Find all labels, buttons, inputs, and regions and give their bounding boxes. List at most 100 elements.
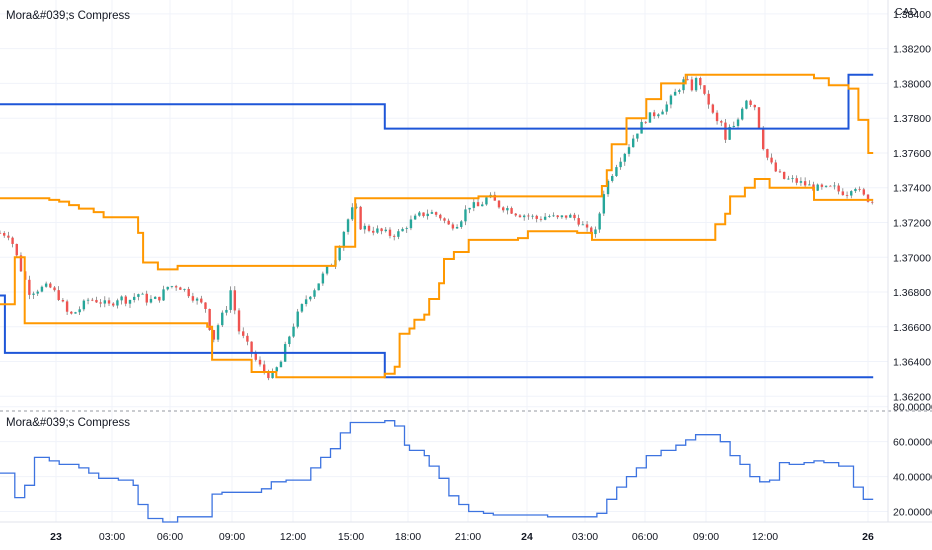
candle-down: [15, 243, 18, 256]
candle-down: [179, 287, 182, 290]
candle-up: [292, 326, 295, 337]
candle-up: [279, 361, 283, 368]
candle-down: [65, 301, 69, 312]
candle-down: [585, 224, 589, 228]
candle-up: [594, 229, 597, 235]
candle-down: [91, 299, 94, 301]
osc-y-tick-label: 60.00000: [893, 437, 932, 449]
candle-down: [191, 296, 195, 301]
x-tick-label: 18:00: [395, 531, 421, 543]
x-tick-label: 21:00: [455, 531, 481, 543]
candle-up: [342, 231, 346, 248]
candle-down: [862, 189, 866, 195]
candle-up: [216, 325, 220, 340]
candle-down: [795, 178, 798, 183]
candle-up: [221, 312, 224, 326]
y-tick-label: 1.36400: [893, 357, 931, 369]
candle-down: [158, 296, 161, 301]
candle-up: [799, 181, 803, 183]
candle-up: [460, 221, 463, 227]
candle-down: [556, 215, 559, 218]
candle-down: [724, 122, 727, 140]
candle-down: [28, 279, 31, 295]
candle-down: [11, 237, 14, 244]
candle-up: [694, 77, 698, 91]
candle-up: [288, 336, 291, 345]
candle-up: [569, 214, 572, 218]
x-tick-label: 12:00: [752, 531, 778, 543]
candle-up: [506, 208, 509, 211]
candle-up: [611, 175, 614, 181]
candle-down: [267, 371, 270, 379]
compress-oscillator-line: [0, 420, 874, 523]
candle-down: [577, 218, 580, 225]
candle-up: [405, 228, 408, 229]
candle-down: [858, 188, 861, 190]
candle-up: [384, 229, 387, 232]
candle-down: [707, 93, 710, 105]
candle-up: [351, 207, 354, 220]
candle-down: [753, 104, 756, 108]
candle-down: [204, 302, 207, 309]
candle-up: [854, 188, 857, 192]
candle-up: [455, 226, 459, 229]
candle-down: [57, 290, 60, 300]
candle-down: [19, 255, 23, 272]
candle-up: [137, 294, 140, 297]
x-tick-label: 09:00: [693, 531, 719, 543]
candle-up: [745, 100, 748, 109]
grid-layer: [0, 0, 932, 523]
candle-down: [782, 171, 786, 179]
candle-up: [850, 191, 853, 196]
candle-up: [631, 138, 635, 148]
candle-up: [86, 299, 90, 301]
candle-layer: [0, 75, 874, 381]
x-tick-label: 06:00: [157, 531, 183, 543]
candle-up: [623, 153, 627, 162]
candle-up: [317, 283, 320, 291]
candle-down: [715, 112, 719, 122]
candle-down: [262, 364, 266, 372]
candle-down: [497, 200, 501, 208]
candle-down: [0, 232, 2, 234]
candle-down: [803, 181, 807, 186]
candle-down: [829, 185, 832, 187]
candle-down: [699, 77, 702, 86]
candle-down: [145, 293, 148, 303]
candle-up: [791, 178, 794, 180]
candle-up: [409, 219, 413, 229]
candle-up: [149, 298, 153, 303]
candle-down: [359, 206, 362, 230]
candle-up: [78, 309, 81, 313]
candle-up: [313, 290, 316, 297]
candle-up: [325, 265, 329, 274]
candle-down: [757, 107, 761, 129]
candle-down: [564, 215, 568, 218]
candle-up: [598, 213, 601, 230]
y-tick-label: 1.37200: [893, 217, 931, 229]
blue-upper-line: [0, 73, 874, 130]
candle-down: [761, 128, 765, 150]
x-tick-label: 09:00: [219, 531, 245, 543]
candle-down: [644, 121, 647, 123]
indicator-title[interactable]: Mora&#039;s Compress: [6, 10, 130, 22]
axis-layer: 23 03:00 06:00 09:00 12:00 15:00 18:00 21:00 24 0…: [50, 9, 932, 543]
candle-up: [225, 309, 228, 313]
candle-up: [636, 133, 639, 139]
oscillator-title[interactable]: Mora&#039;s Compress: [6, 417, 130, 429]
candle-down: [53, 287, 56, 291]
candle-up: [732, 125, 736, 127]
oscillator-layer: [0, 420, 874, 523]
x-tick-label: 12:00: [280, 531, 306, 543]
candle-up: [82, 300, 86, 310]
candle-up: [606, 180, 610, 195]
candle-up: [464, 209, 467, 222]
candle-down: [443, 218, 446, 221]
y-tick-label: 1.37600: [893, 148, 931, 160]
y-tick-label: 1.36600: [893, 322, 931, 334]
candle-down: [447, 220, 450, 225]
candle-down: [476, 202, 480, 207]
candle-down: [690, 79, 694, 91]
candle-up: [153, 296, 157, 299]
